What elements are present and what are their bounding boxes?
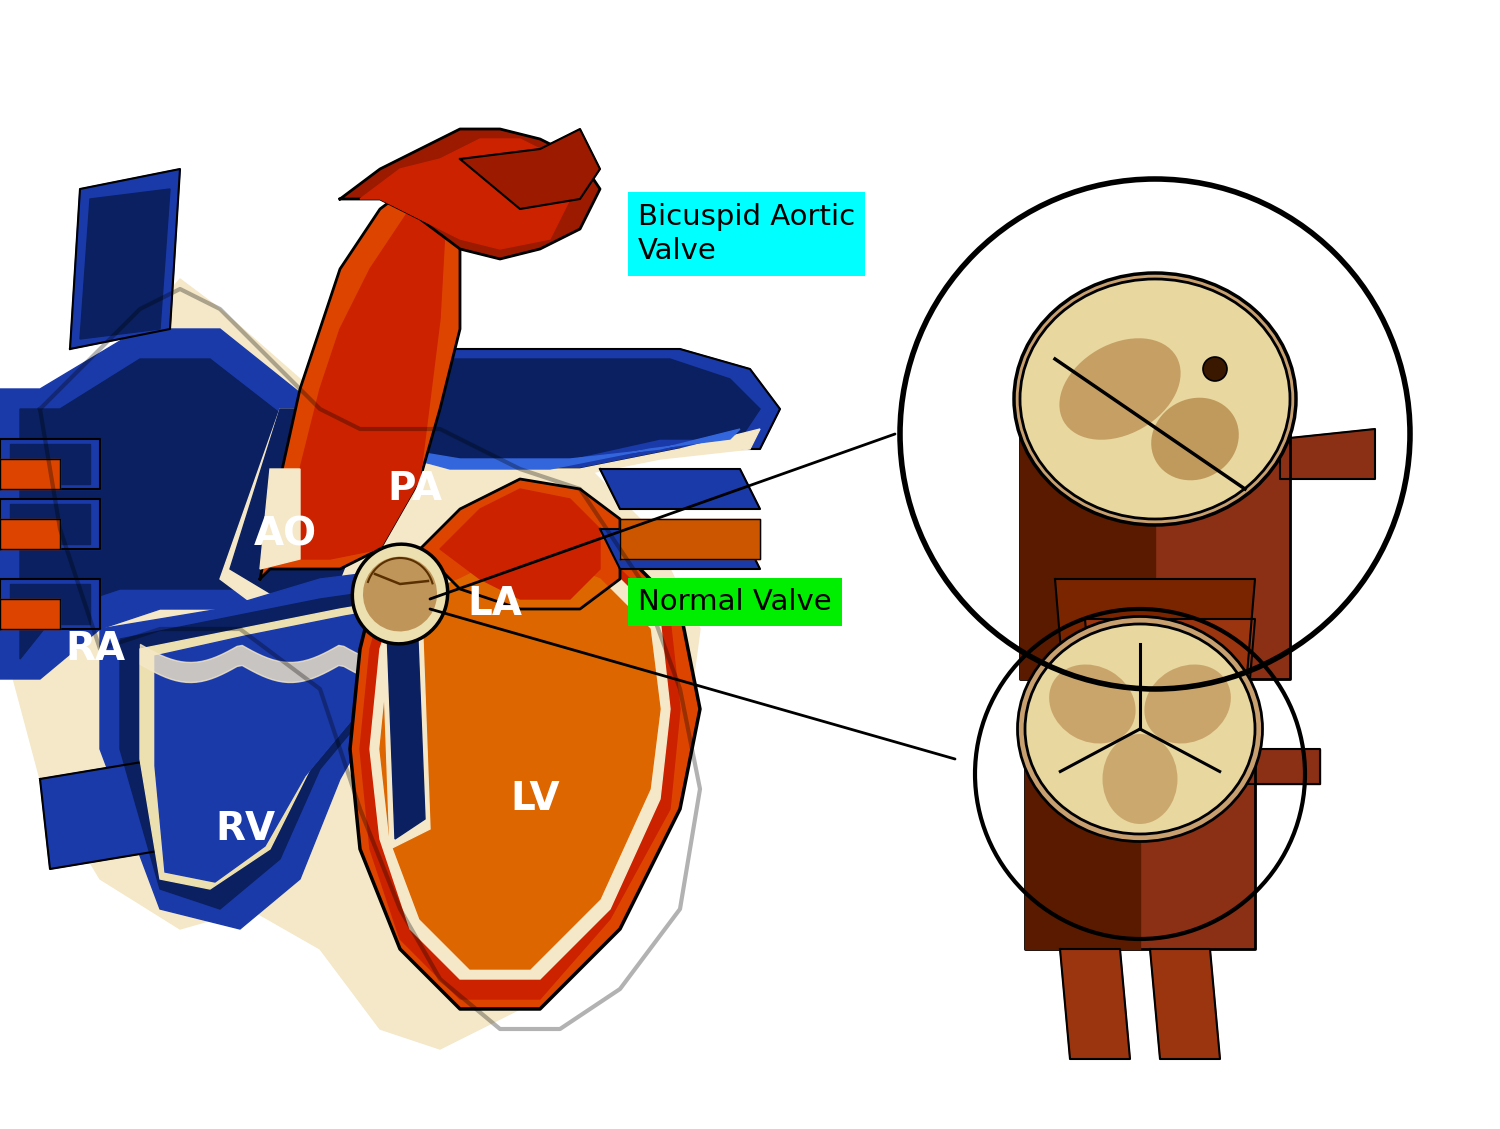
Ellipse shape xyxy=(352,544,447,644)
Polygon shape xyxy=(70,169,180,349)
Polygon shape xyxy=(1020,404,1290,679)
Polygon shape xyxy=(0,499,100,549)
Polygon shape xyxy=(420,479,620,609)
Text: PA: PA xyxy=(387,470,442,508)
Polygon shape xyxy=(1024,729,1140,949)
Polygon shape xyxy=(154,606,416,882)
Text: LA: LA xyxy=(468,585,522,623)
Polygon shape xyxy=(360,539,680,999)
Polygon shape xyxy=(1280,429,1376,479)
Polygon shape xyxy=(10,584,90,624)
Polygon shape xyxy=(140,599,420,889)
Ellipse shape xyxy=(1144,665,1232,744)
Polygon shape xyxy=(1054,579,1256,699)
Polygon shape xyxy=(370,549,670,979)
Text: Bicuspid Aortic
Valve: Bicuspid Aortic Valve xyxy=(638,203,855,265)
Polygon shape xyxy=(380,559,660,969)
Polygon shape xyxy=(80,189,170,339)
Text: LV: LV xyxy=(510,780,560,819)
Text: RA: RA xyxy=(64,630,125,668)
Circle shape xyxy=(1203,357,1227,380)
Polygon shape xyxy=(0,279,700,1049)
Polygon shape xyxy=(1084,619,1256,779)
Polygon shape xyxy=(600,469,760,509)
Polygon shape xyxy=(40,759,170,869)
Polygon shape xyxy=(1024,724,1256,949)
Polygon shape xyxy=(620,519,760,559)
Ellipse shape xyxy=(1020,279,1290,519)
Polygon shape xyxy=(260,469,300,569)
Ellipse shape xyxy=(1017,616,1263,841)
Polygon shape xyxy=(260,180,460,579)
Polygon shape xyxy=(360,139,570,250)
Polygon shape xyxy=(10,504,90,544)
Polygon shape xyxy=(230,409,360,599)
Text: RV: RV xyxy=(214,809,274,848)
Polygon shape xyxy=(460,129,600,209)
Ellipse shape xyxy=(1059,339,1180,439)
Ellipse shape xyxy=(1024,624,1256,834)
Polygon shape xyxy=(0,439,100,489)
Polygon shape xyxy=(20,359,350,659)
Polygon shape xyxy=(340,429,740,469)
Polygon shape xyxy=(120,589,439,909)
Ellipse shape xyxy=(363,557,436,631)
Text: AO: AO xyxy=(254,515,316,553)
Polygon shape xyxy=(340,129,600,259)
Polygon shape xyxy=(0,579,100,629)
Polygon shape xyxy=(100,569,460,929)
Polygon shape xyxy=(1150,949,1220,1059)
Ellipse shape xyxy=(1048,665,1136,744)
Polygon shape xyxy=(380,559,430,849)
Polygon shape xyxy=(320,349,780,469)
Polygon shape xyxy=(10,444,90,484)
Polygon shape xyxy=(1020,399,1155,679)
Polygon shape xyxy=(0,329,380,679)
Polygon shape xyxy=(600,530,760,569)
Text: Normal Valve: Normal Valve xyxy=(638,588,831,616)
Polygon shape xyxy=(350,530,700,1009)
Polygon shape xyxy=(1060,949,1130,1059)
Polygon shape xyxy=(386,564,424,839)
Ellipse shape xyxy=(1014,273,1296,525)
Polygon shape xyxy=(330,359,760,460)
Polygon shape xyxy=(0,599,60,629)
Ellipse shape xyxy=(1150,397,1239,480)
Polygon shape xyxy=(330,429,760,479)
Ellipse shape xyxy=(1102,734,1178,824)
Polygon shape xyxy=(0,460,60,489)
Polygon shape xyxy=(280,184,446,559)
Polygon shape xyxy=(0,519,60,549)
Polygon shape xyxy=(440,489,600,599)
Polygon shape xyxy=(220,409,380,609)
Polygon shape xyxy=(1245,749,1320,784)
